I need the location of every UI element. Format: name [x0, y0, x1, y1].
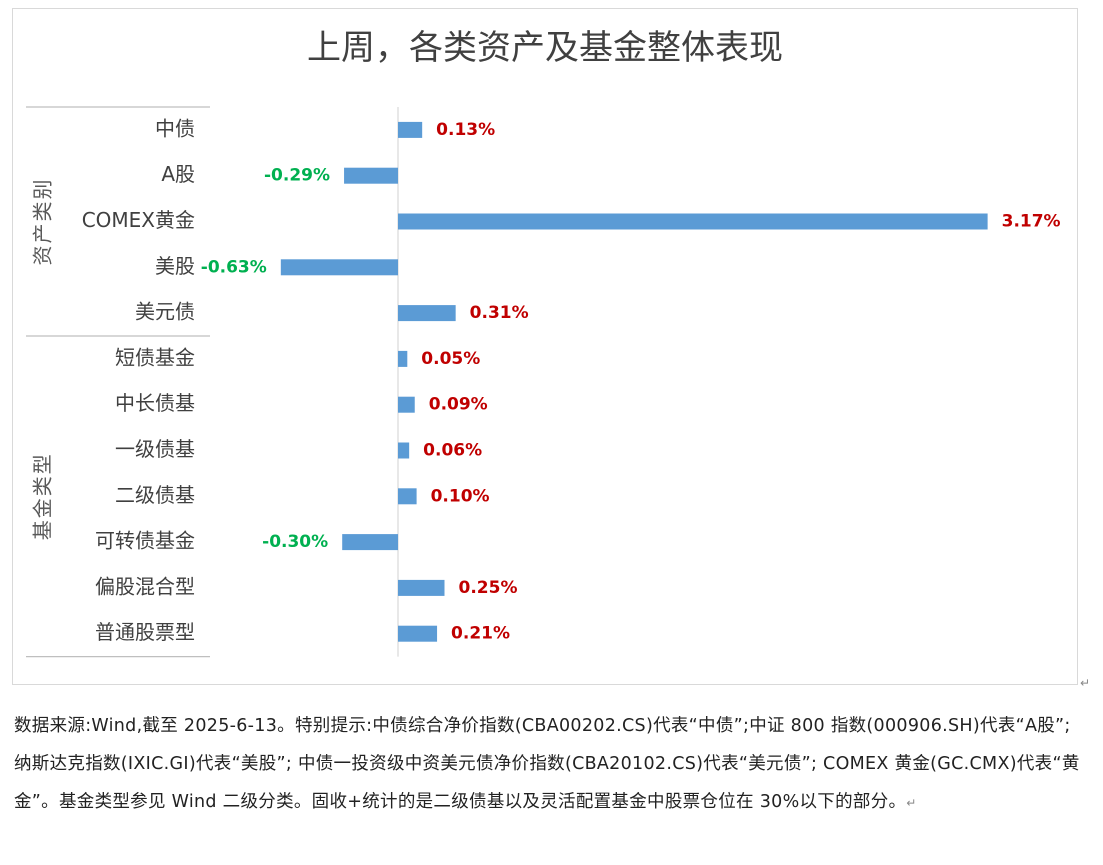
bar — [398, 488, 417, 505]
data-label: 0.25% — [459, 578, 518, 598]
data-label: 3.17% — [1002, 212, 1061, 232]
category-label: 中长债基 — [115, 391, 195, 415]
data-label: -0.63% — [201, 257, 267, 277]
category-label: 二级债基 — [115, 483, 195, 507]
data-label: 0.09% — [429, 395, 488, 415]
data-label: 0.31% — [470, 303, 529, 323]
data-label: -0.30% — [262, 532, 328, 552]
bar — [344, 167, 398, 184]
category-label: 一级债基 — [115, 437, 195, 461]
group-label: 资产类别 — [31, 178, 55, 266]
bar — [398, 625, 438, 642]
bar — [398, 305, 456, 322]
data-label: 0.06% — [423, 441, 482, 461]
bar — [398, 350, 408, 367]
bar — [398, 579, 445, 596]
data-label: -0.29% — [264, 166, 330, 186]
category-label: 短债基金 — [115, 345, 195, 369]
bar — [398, 442, 410, 459]
category-label: 美元债 — [135, 300, 195, 324]
category-label: COMEX黄金 — [82, 208, 195, 232]
category-label: 普通股票型 — [95, 620, 195, 644]
data-label: 0.05% — [421, 349, 480, 369]
chart-frame — [12, 8, 1078, 685]
bar — [280, 259, 398, 276]
group-label: 基金类型 — [31, 452, 55, 540]
footnote: 数据来源:Wind,截至 2025-6-13。特别提示:中债综合净价指数(CBA… — [14, 707, 1094, 822]
footnote-text: 数据来源:Wind,截至 2025-6-13。特别提示:中债综合净价指数(CBA… — [14, 716, 1080, 812]
paragraph-mark: ↵ — [906, 796, 917, 810]
bar — [398, 121, 423, 138]
data-label: 0.21% — [451, 624, 510, 644]
category-label: 偏股混合型 — [95, 574, 195, 598]
data-label: 0.13% — [436, 120, 495, 140]
data-label: 0.10% — [431, 486, 490, 506]
paragraph-mark: ↵ — [1080, 676, 1091, 690]
category-label: 可转债基金 — [95, 529, 195, 553]
bar — [398, 213, 988, 230]
category-label: A股 — [161, 162, 195, 186]
chart-title: 上周，各类资产及基金整体表现 — [307, 28, 783, 68]
bar — [342, 534, 398, 551]
category-label: 美股 — [155, 254, 195, 278]
category-label: 中债 — [155, 116, 195, 140]
bar — [398, 396, 415, 413]
